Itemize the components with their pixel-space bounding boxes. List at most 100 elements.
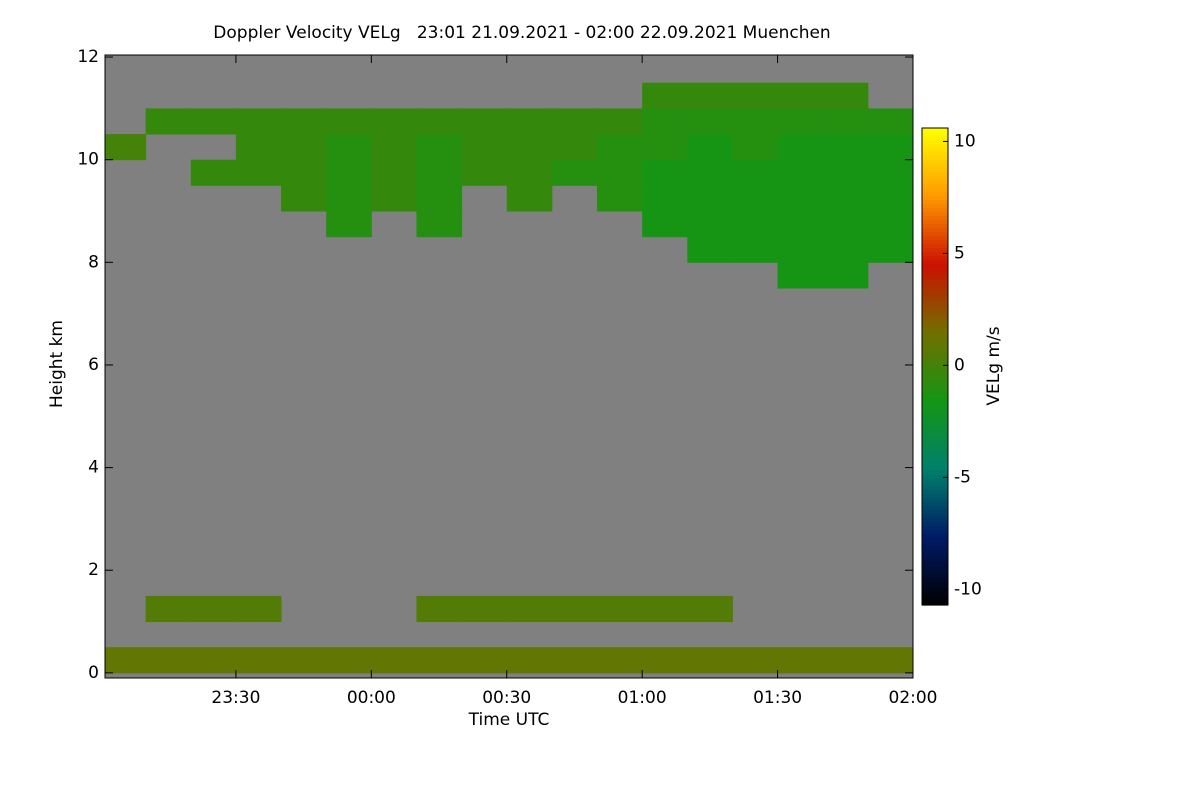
heatmap-cell <box>822 159 869 186</box>
colorbar-segment <box>922 422 948 427</box>
heatmap-cell <box>326 159 372 186</box>
heatmap-cell <box>551 108 598 135</box>
colorbar-segment <box>922 183 948 189</box>
heatmap-cell <box>777 82 824 109</box>
colorbar-segment <box>922 362 948 368</box>
colorbar-segment <box>922 577 948 582</box>
heatmap-cell <box>145 108 192 135</box>
heatmap-cell <box>416 211 463 238</box>
heatmap-cell <box>145 647 192 674</box>
heatmap-cell <box>687 108 733 135</box>
colorbar-segment <box>922 159 948 165</box>
colorbar-segment <box>922 529 948 535</box>
heatmap-cell <box>732 236 779 263</box>
heatmap-cell <box>822 185 869 212</box>
heatmap-cell <box>642 108 688 135</box>
colorbar-segment <box>922 283 948 288</box>
colorbar-segment <box>922 521 948 527</box>
heatmap-cell <box>551 134 598 161</box>
colorbar-segment <box>922 497 948 503</box>
colorbar-segment <box>922 390 948 395</box>
heatmap-cell <box>687 236 733 263</box>
heatmap-cell <box>235 108 282 135</box>
colorbar-segment <box>922 505 948 511</box>
heatmap-cell <box>822 82 869 109</box>
heatmap-cell <box>642 159 688 186</box>
y-axis-label: Height km <box>47 320 67 408</box>
colorbar-segment <box>922 263 948 268</box>
colorbar-segment <box>922 275 948 280</box>
heatmap-cell <box>461 647 508 674</box>
heatmap-cell <box>190 647 237 674</box>
colorbar-segment <box>922 517 948 523</box>
colorbar-segment <box>922 525 948 531</box>
y-tick-label: 4 <box>88 458 99 478</box>
colorbar-tick-label: -10 <box>954 579 982 599</box>
colorbar-segment <box>922 346 948 352</box>
heatmap-cell <box>867 211 913 238</box>
colorbar-segment <box>922 298 948 304</box>
heatmap-cell <box>867 647 913 674</box>
colorbar-segment <box>922 199 948 205</box>
heatmap-cell <box>461 159 508 186</box>
heatmap-cell <box>326 211 372 238</box>
y-tick-label: 10 <box>77 150 99 170</box>
heatmap-cell <box>777 236 824 263</box>
heatmap-cell <box>732 108 779 135</box>
y-tick-label: 6 <box>88 355 99 375</box>
heatmap-cell <box>597 595 643 623</box>
colorbar-segment <box>922 573 948 578</box>
heatmap-cell <box>687 647 733 674</box>
heatmap-cell <box>822 211 869 238</box>
colorbar-segment <box>922 255 948 260</box>
heatmap-cell <box>687 185 733 212</box>
colorbar-segment <box>922 279 948 284</box>
colorbar-segment <box>922 358 948 364</box>
y-tick-label: 2 <box>88 560 99 580</box>
heatmap-cell <box>105 134 147 161</box>
colorbar-segment <box>922 314 948 320</box>
heatmap-cell <box>777 134 824 161</box>
heatmap-cell <box>777 211 824 238</box>
colorbar-segment <box>922 378 948 383</box>
heatmap-cell <box>597 185 643 212</box>
heatmap-cell <box>235 134 282 161</box>
heatmap-cell <box>281 159 327 186</box>
x-tick-label: 23:30 <box>211 688 260 708</box>
colorbar-segment <box>922 581 948 586</box>
heatmap-cell <box>777 185 824 212</box>
heatmap-cell <box>190 108 237 135</box>
heatmap-cell <box>732 647 779 674</box>
heatmap-cell <box>416 595 463 623</box>
colorbar-segment <box>922 509 948 515</box>
heatmap-cell <box>326 185 372 212</box>
colorbar-frame <box>921 127 949 606</box>
heatmap-cell <box>687 134 733 161</box>
colorbar-segment <box>922 418 948 423</box>
colorbar-tick-label: 5 <box>954 243 965 263</box>
colorbar-segment <box>922 219 948 224</box>
colorbar-tick-label: -5 <box>954 467 971 487</box>
colorbar-segment <box>922 557 948 562</box>
heatmap-cell <box>777 647 824 674</box>
heatmap-cell <box>597 108 643 135</box>
heatmap-cell <box>371 647 417 674</box>
x-axis-label: Time UTC <box>468 710 550 730</box>
colorbar-segment <box>922 139 948 145</box>
colorbar-segment <box>922 589 948 594</box>
heatmap-cell <box>551 159 598 186</box>
colorbar-segment <box>922 223 948 228</box>
x-tick-label: 01:00 <box>618 688 667 708</box>
colorbar-segment <box>922 493 948 499</box>
colorbar-segment <box>922 163 948 169</box>
heatmap-cell <box>642 647 688 674</box>
heatmap-cell <box>867 185 913 212</box>
colorbar-segment <box>922 569 948 574</box>
colorbar-segment <box>922 501 948 507</box>
colorbar-segment <box>922 231 948 236</box>
colorbar-segment <box>922 338 948 344</box>
colorbar-tick-label: 10 <box>954 131 976 151</box>
heatmap-cell <box>642 134 688 161</box>
colorbar-segment <box>922 398 948 403</box>
